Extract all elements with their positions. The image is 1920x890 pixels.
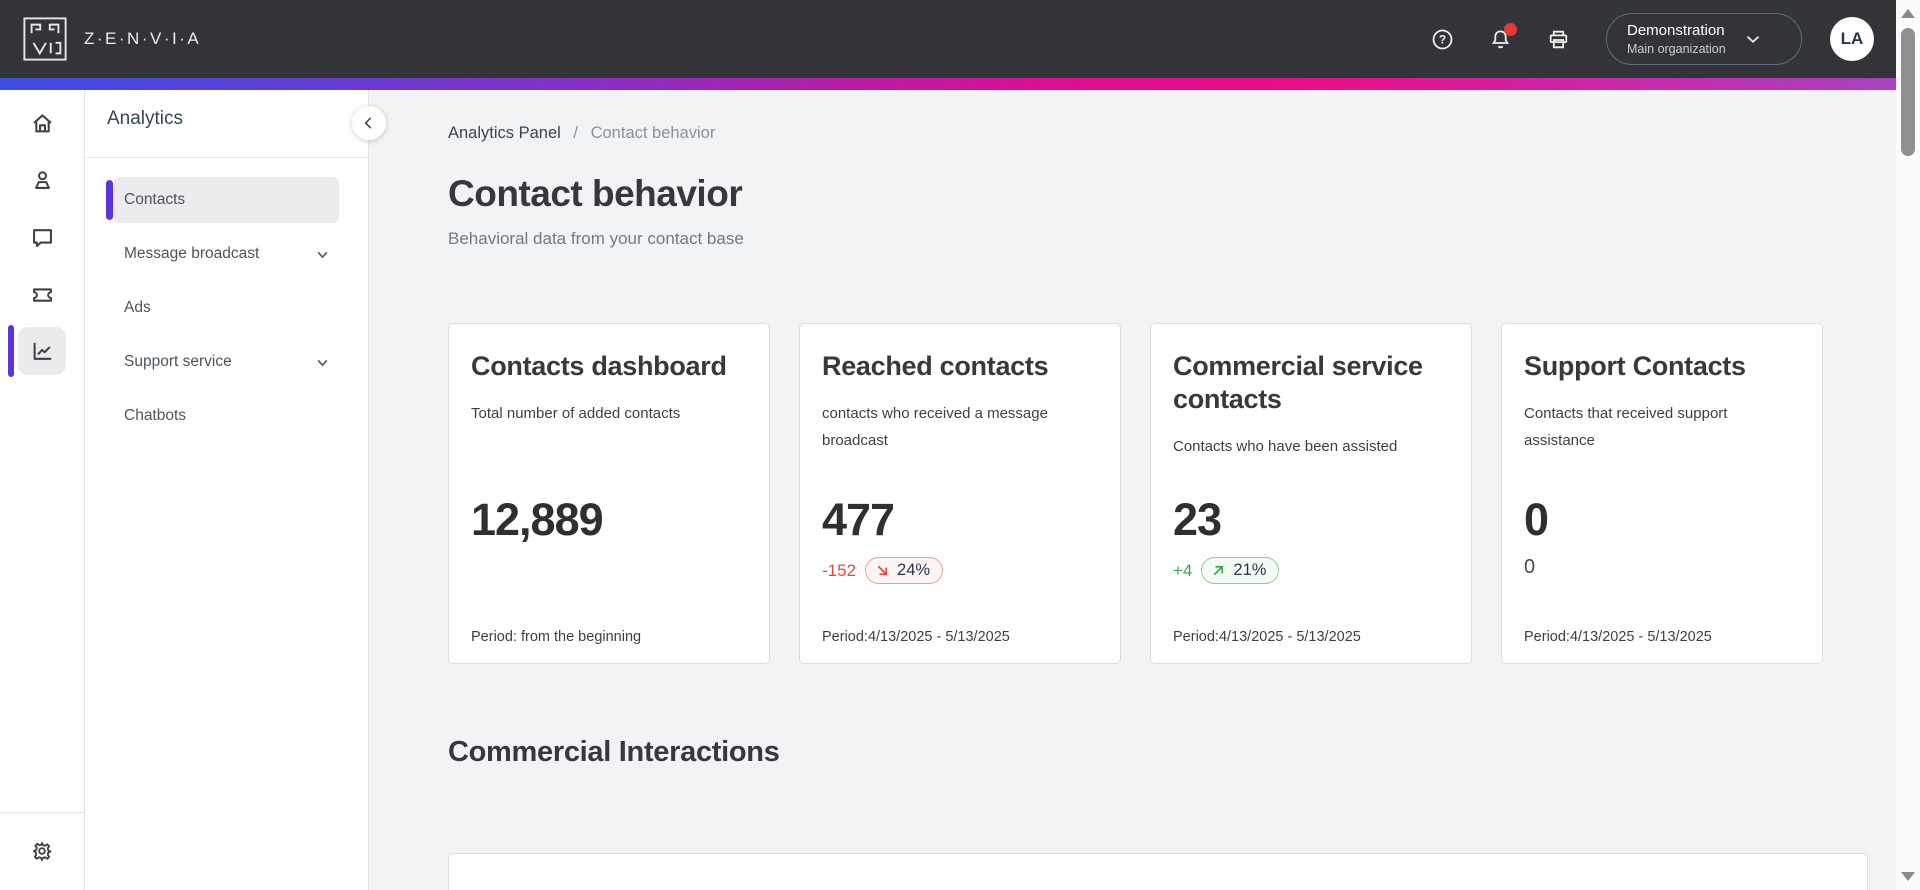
rail-item-analytics[interactable] — [8, 325, 66, 377]
chevron-left-icon — [359, 113, 379, 133]
card-period: Period:4/13/2025 - 5/13/2025 — [822, 629, 1010, 645]
card-title: Contacts dashboard — [471, 351, 727, 381]
sidebar-item-label: Contacts — [124, 191, 186, 208]
rail-item-home[interactable] — [18, 99, 66, 147]
line-chart-icon — [29, 338, 56, 365]
sidebar-item-chatbots[interactable]: Chatbots — [85, 389, 368, 443]
sidebar-item-message-broadcast[interactable]: Message broadcast — [85, 227, 368, 281]
help-button[interactable]: ? — [1422, 19, 1462, 59]
card-value: 477 — [822, 494, 895, 545]
delta-value: -152 — [822, 560, 857, 580]
chevron-down-icon — [314, 246, 331, 263]
sidebar-item-label: Chatbots — [124, 407, 187, 424]
card-description: Contacts who have been assisted — [1173, 437, 1398, 455]
sidebar-divider — [85, 157, 368, 158]
unread-badge — [1504, 23, 1517, 36]
sidebar-item-label: Ads — [124, 299, 151, 316]
ticket-icon — [29, 281, 56, 308]
notifications-button[interactable] — [1480, 19, 1520, 59]
sidebar-title: Analytics — [107, 108, 184, 129]
breadcrumb-separator: / — [573, 124, 578, 142]
page-subtitle: Behavioral data from your contact base — [448, 229, 744, 248]
card-title: Reached contacts — [822, 351, 1049, 381]
organization-name: Demonstration — [1627, 22, 1725, 40]
card-description: contacts who received a message broadcas… — [822, 404, 1048, 449]
arrow-up-right-icon — [1211, 563, 1226, 578]
scrollbar-thumb[interactable] — [1901, 28, 1915, 156]
organization-detail: Main organization — [1627, 41, 1726, 56]
rail-divider — [0, 812, 85, 813]
sidebar-item-label: Message broadcast — [124, 245, 260, 262]
trend-percent: 21% — [1233, 561, 1267, 579]
sidebar-collapse-button[interactable] — [352, 106, 386, 140]
breadcrumb-parent-link[interactable]: Analytics Panel — [448, 124, 561, 142]
rail-item-conversations[interactable] — [18, 213, 66, 261]
scrollbar-down-arrow[interactable] — [1901, 872, 1915, 881]
card-description: Total number of added contacts — [471, 404, 681, 422]
svg-text:?: ? — [1438, 32, 1445, 46]
sidebar-item-support-service[interactable]: Support service — [85, 335, 368, 389]
sidebar-item-contacts[interactable]: Contacts — [85, 173, 368, 227]
zenvia-logo-icon — [22, 16, 68, 62]
breadcrumb-current: Contact behavior — [590, 124, 716, 142]
card-description: Contacts that received support assistanc… — [1524, 404, 1728, 449]
stat-card-commercial-service-contacts: Commercial service contacts Contacts who… — [1150, 323, 1472, 664]
card-value: 0 — [1524, 494, 1549, 545]
scrollbar-up-arrow[interactable] — [1901, 9, 1915, 18]
print-button[interactable] — [1538, 19, 1578, 59]
arrow-down-right-icon — [875, 563, 890, 578]
brand-wordmark: Z·E·N·V·I·A — [84, 29, 202, 48]
card-title: Commercial service contacts — [1173, 351, 1423, 414]
trend-badge: 24% — [865, 557, 944, 584]
rail-item-tickets[interactable] — [18, 270, 66, 318]
chat-bubble-icon — [29, 224, 56, 251]
trend-percent: 24% — [897, 561, 931, 579]
card-value: 12,889 — [471, 494, 604, 545]
rail-item-settings[interactable] — [18, 827, 66, 875]
organization-switcher[interactable]: Demonstration Main organization — [1606, 13, 1802, 65]
printer-icon — [1546, 27, 1571, 52]
delta-value: +4 — [1173, 560, 1193, 580]
breadcrumb: Analytics Panel / Contact behavior — [448, 124, 1896, 143]
card-period: Period:4/13/2025 - 5/13/2025 — [1173, 629, 1361, 645]
top-header: Z·E·N·V·I·A ? — [0, 0, 1896, 78]
home-icon — [29, 110, 56, 137]
brand-gradient-bar — [0, 78, 1896, 90]
section-title-commercial-interactions: Commercial Interactions — [448, 736, 780, 768]
person-icon — [29, 167, 56, 194]
card-trend-row: +4 21% — [1173, 557, 1280, 584]
trend-badge: 21% — [1201, 557, 1280, 584]
card-secondary-value: 0 — [1524, 556, 1536, 578]
icon-rail — [0, 90, 85, 890]
card-period: Period: from the beginning — [471, 629, 642, 645]
gear-icon — [29, 838, 55, 864]
help-icon: ? — [1430, 27, 1455, 52]
analytics-sidebar: Analytics Contacts Message broadcast — [85, 90, 369, 890]
stat-card-support-contacts: Support Contacts Contacts that received … — [1501, 323, 1823, 664]
card-period: Period:4/13/2025 - 5/13/2025 — [1524, 629, 1712, 645]
card-title: Support Contacts — [1524, 351, 1746, 381]
stat-card-reached-contacts: Reached contacts contacts who received a… — [799, 323, 1121, 664]
bell-icon — [1488, 27, 1513, 52]
scrollbar[interactable] — [1896, 0, 1920, 890]
page-title: Contact behavior — [448, 173, 743, 214]
sidebar-item-ads[interactable]: Ads — [85, 281, 368, 335]
sidebar-item-label: Support service — [124, 353, 232, 370]
stat-card-contacts-dashboard: Contacts dashboard Total number of added… — [448, 323, 770, 664]
stat-cards-row: Contacts dashboard Total number of added… — [448, 323, 1896, 664]
card-trend-row: -152 24% — [822, 557, 944, 584]
commercial-interactions-card — [448, 853, 1868, 890]
user-avatar[interactable]: LA — [1830, 17, 1874, 61]
chevron-down-icon — [1742, 28, 1764, 50]
rail-item-contacts[interactable] — [18, 156, 66, 204]
chevron-down-icon — [314, 354, 331, 371]
sidebar-menu: Contacts Message broadcast Ad — [85, 158, 368, 443]
card-value: 23 — [1173, 494, 1222, 545]
main-content: Analytics Panel / Contact behavior Conta… — [369, 90, 1896, 890]
